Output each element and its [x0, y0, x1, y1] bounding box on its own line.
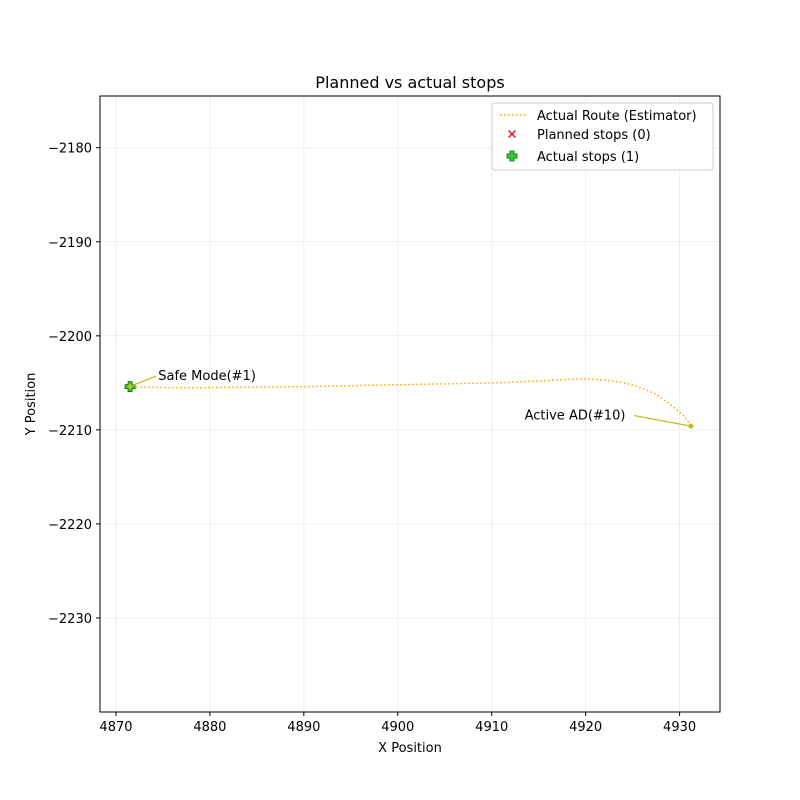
legend-actual-marker — [506, 150, 518, 162]
x-tick-label: 4890 — [287, 720, 320, 735]
annotation-label: Active AD(#10) — [525, 409, 626, 424]
legend-box — [491, 102, 714, 171]
legend-planned-label: Planned stops (0) — [537, 128, 651, 143]
y-axis-label: Y Position — [24, 373, 39, 437]
x-axis-ticks: 4870 4880 4890 4900 4910 4920 4930 — [99, 712, 696, 735]
x-axis-label: X Position — [378, 741, 442, 756]
annotation-point — [688, 423, 694, 429]
x-tick-label: 4910 — [475, 720, 508, 735]
y-tick-label: −2230 — [48, 612, 92, 627]
y-tick-label: −2190 — [48, 236, 92, 251]
legend-actual-label: Actual stops (1) — [537, 150, 639, 165]
y-tick-label: −2180 — [48, 142, 92, 157]
y-tick-label: −2200 — [48, 330, 92, 345]
chart-title: Planned vs actual stops — [315, 73, 504, 92]
annotation-label: Safe Mode(#1) — [158, 369, 256, 384]
grid — [100, 96, 720, 712]
legend-route-label: Actual Route (Estimator) — [537, 109, 697, 124]
x-tick-label: 4900 — [381, 720, 414, 735]
y-tick-label: −2210 — [48, 424, 92, 439]
y-axis-ticks: −2180 −2190 −2200 −2210 −2220 −2230 — [48, 142, 100, 627]
legend-planned-marker — [508, 130, 516, 138]
annotation-connector — [129, 375, 157, 388]
x-tick-label: 4880 — [193, 720, 226, 735]
annotation-layer: Safe Mode(#1) Active AD(#10) — [127, 369, 694, 429]
y-tick-label: −2220 — [48, 518, 92, 533]
annotation-connector — [633, 414, 691, 427]
legend: Actual Route (Estimator) Planned stops (… — [491, 102, 714, 171]
plot-frame — [99, 95, 721, 713]
annotation-point — [127, 384, 133, 390]
x-tick-label: 4870 — [99, 720, 132, 735]
x-tick-label: 4930 — [663, 720, 696, 735]
x-tick-label: 4920 — [569, 720, 602, 735]
